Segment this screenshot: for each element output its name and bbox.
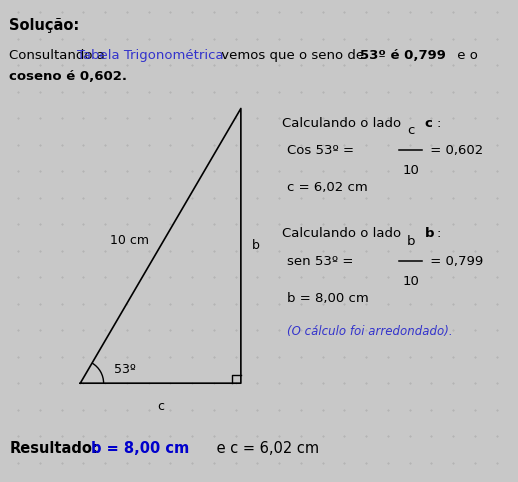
Text: Consultando a: Consultando a [9, 49, 109, 62]
Text: 53º: 53º [114, 363, 136, 376]
Text: Resultado:: Resultado: [9, 441, 98, 456]
Text: Tabela Trigonométrica: Tabela Trigonométrica [77, 49, 223, 62]
Text: b = 8,00 cm: b = 8,00 cm [91, 441, 189, 456]
Text: c: c [407, 124, 414, 137]
Text: e o: e o [453, 49, 478, 62]
Text: vemos que o seno de: vemos que o seno de [217, 49, 368, 62]
Text: b: b [425, 227, 434, 240]
Text: 10 cm: 10 cm [110, 235, 149, 247]
Text: coseno é 0,602.: coseno é 0,602. [9, 70, 127, 83]
Text: b: b [252, 240, 260, 252]
Text: b: b [406, 235, 415, 248]
Text: Solução:: Solução: [9, 18, 80, 33]
Text: :: : [436, 117, 440, 130]
Text: b = 8,00 cm: b = 8,00 cm [287, 292, 369, 305]
Text: = 0,799: = 0,799 [426, 255, 484, 268]
Text: 53º é 0,799: 53º é 0,799 [360, 49, 446, 62]
Text: sen 53º =: sen 53º = [287, 255, 358, 268]
Text: c: c [425, 117, 433, 130]
Text: c = 6,02 cm: c = 6,02 cm [287, 181, 368, 194]
Text: c: c [157, 400, 164, 413]
Text: :: : [436, 227, 440, 240]
Text: Calculando o lado: Calculando o lado [282, 227, 406, 240]
Text: = 0,602: = 0,602 [426, 144, 484, 157]
Text: 10: 10 [402, 164, 419, 177]
Text: (O cálculo foi arredondado).: (O cálculo foi arredondado). [287, 325, 453, 338]
Text: Cos 53º =: Cos 53º = [287, 144, 359, 157]
Text: e c = 6,02 cm: e c = 6,02 cm [212, 441, 320, 456]
Text: Calculando o lado: Calculando o lado [282, 117, 406, 130]
Text: 10: 10 [402, 275, 419, 288]
